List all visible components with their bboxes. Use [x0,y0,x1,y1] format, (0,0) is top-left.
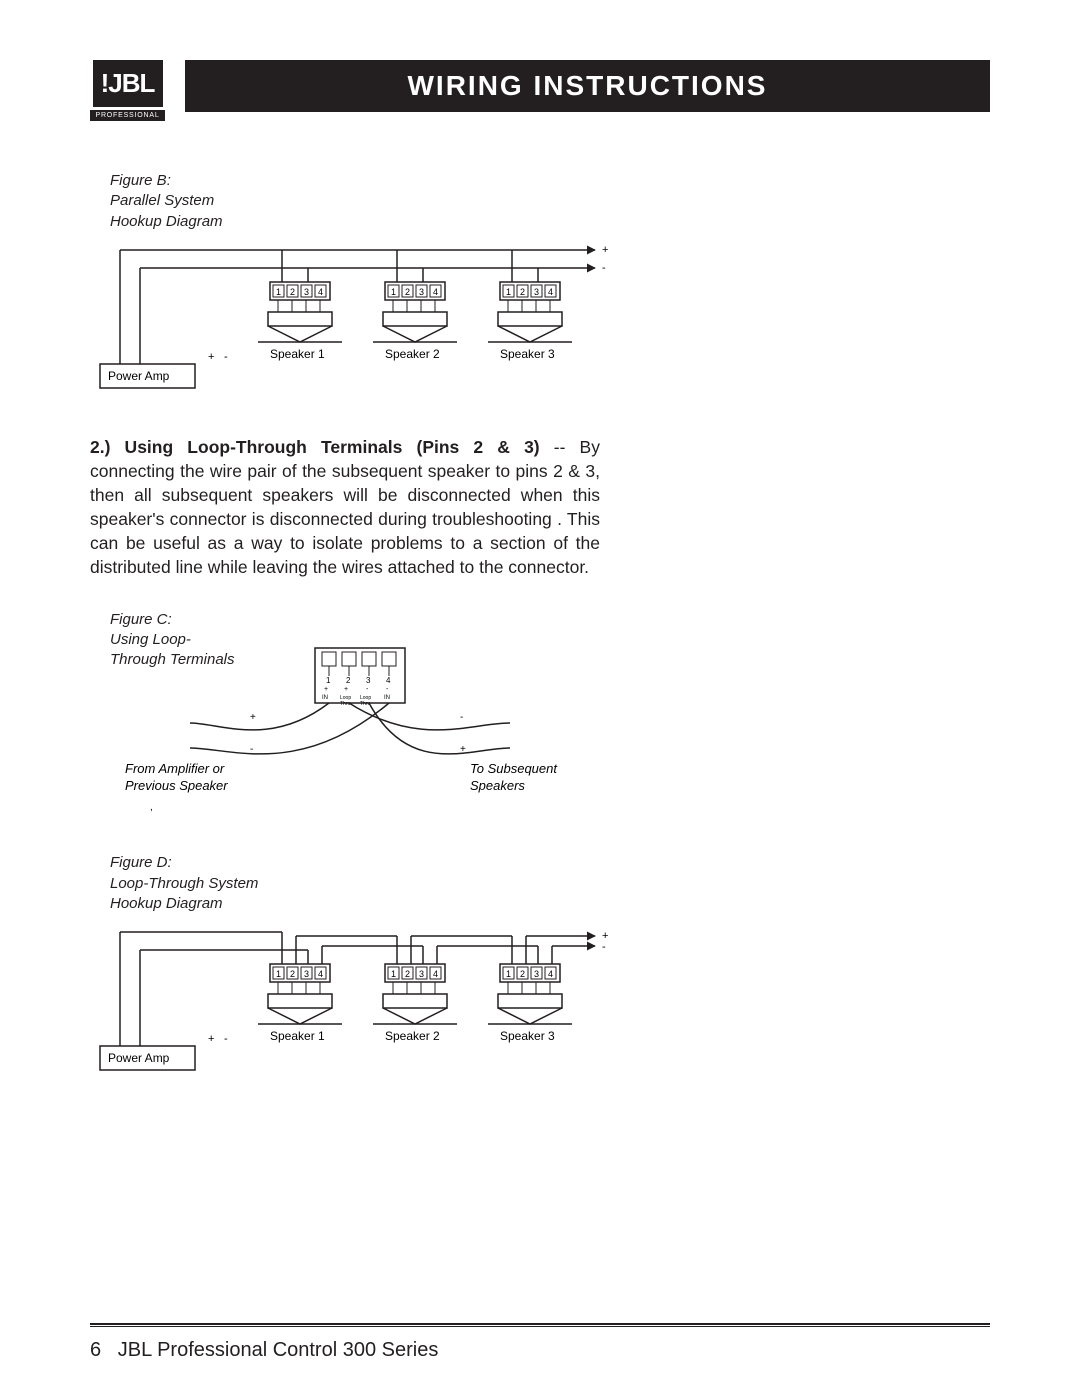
logo-brand: !JBL [93,60,163,107]
section-2-lead: 2.) Using Loop-Through Terminals (Pins 2… [90,437,540,457]
svg-text:To Subsequent: To Subsequent [470,761,558,776]
section-2-text: 2.) Using Loop-Through Terminals (Pins 2… [90,435,600,580]
rail-minus: - [602,262,606,274]
header: !JBL PROFESSIONAL WIRING INSTRUCTIONS [90,60,990,121]
svg-text:-: - [250,744,253,755]
figure-d-caption: Figure D: Loop-Through System Hookup Dia… [110,853,990,914]
svg-text:,: , [150,802,153,813]
svg-text:IN: IN [384,695,390,701]
svg-text:2: 2 [520,287,525,297]
svg-text:+: + [208,1033,214,1045]
svg-text:3: 3 [419,969,424,979]
svg-text:1: 1 [506,969,511,979]
amp-minus: - [224,351,228,363]
svg-text:4: 4 [433,287,438,297]
footer-rule [90,1323,990,1327]
svg-text:2: 2 [405,287,410,297]
figure-d-caption-l2: Loop-Through System [110,875,258,892]
svg-text:-: - [386,686,389,693]
svg-text:+: + [324,686,328,693]
svg-text:3: 3 [419,287,424,297]
svg-text:Power Amp: Power Amp [108,1051,170,1065]
amp-plus: + [208,351,214,363]
amp-label: Power Amp [108,369,170,383]
figure-d-caption-l1: Figure D: [110,854,172,871]
svg-text:Speaker 2: Speaker 2 [385,347,440,361]
svg-text:3: 3 [304,287,309,297]
svg-text:Speaker 3: Speaker 3 [500,1029,555,1043]
svg-text:+: + [250,712,256,723]
svg-text:Speaker 1: Speaker 1 [270,347,325,361]
svg-text:3: 3 [534,969,539,979]
svg-text:4: 4 [433,969,438,979]
figure-c-caption-l1: Figure C: [110,611,172,628]
svg-text:-: - [460,712,463,723]
svg-text:Previous Speaker: Previous Speaker [125,778,228,793]
figure-b-caption-l3: Hookup Diagram [110,213,223,230]
svg-text:1: 1 [326,676,331,685]
svg-text:2: 2 [520,969,525,979]
figure-b-diagram: + - Power Amp + - 1 2 3 [90,240,990,405]
svg-text:-: - [366,686,369,693]
svg-text:3: 3 [366,676,371,685]
svg-text:3: 3 [534,287,539,297]
svg-text:Thru: Thru [340,701,351,707]
svg-text:-: - [224,1033,228,1045]
svg-text:2: 2 [346,676,351,685]
svg-text:4: 4 [548,287,553,297]
svg-text:1: 1 [391,969,396,979]
svg-text:4: 4 [548,969,553,979]
logo-sub: PROFESSIONAL [90,110,165,121]
speaker-group: 1 2 3 4 Speaker 1 1 2 [258,250,572,361]
svg-text:1: 1 [506,287,511,297]
svg-text:Speaker 3: Speaker 3 [500,347,555,361]
svg-text:2: 2 [405,969,410,979]
svg-text:1: 1 [391,287,396,297]
svg-text:+: + [460,744,466,755]
svg-text:Speaker 1: Speaker 1 [270,1029,325,1043]
page-number: 6 [90,1339,101,1361]
footer-title: JBL Professional Control 300 Series [118,1339,439,1361]
svg-text:2: 2 [290,287,295,297]
svg-text:+: + [344,686,348,693]
logo: !JBL PROFESSIONAL [90,60,165,121]
figure-b-caption: Figure B: Parallel System Hookup Diagram [110,171,990,232]
page-title: WIRING INSTRUCTIONS [185,60,990,112]
section-2-rest: -- By connecting the wire pair of the su… [90,437,600,578]
svg-text:IN: IN [322,695,328,701]
svg-text:4: 4 [318,969,323,979]
figure-b-caption-l2: Parallel System [110,192,214,209]
svg-text:Speakers: Speakers [470,778,525,793]
svg-text:2: 2 [290,969,295,979]
svg-text:4: 4 [318,287,323,297]
svg-text:Speaker 2: Speaker 2 [385,1029,440,1043]
figure-d-diagram: + - Power Amp +- 1 2 3 [90,922,990,1087]
svg-text:1: 1 [276,287,281,297]
svg-text:3: 3 [304,969,309,979]
footer-text: 6 JBL Professional Control 300 Series [90,1339,438,1362]
figure-c-diagram: 12 34 ++ -- IN LoopThru LoopThru IN +- -… [90,628,990,823]
svg-text:1: 1 [276,969,281,979]
svg-text:From Amplifier or: From Amplifier or [125,761,225,776]
svg-text:-: - [602,941,606,953]
rail-plus: + [602,244,608,256]
figure-d-caption-l3: Hookup Diagram [110,895,223,912]
svg-text:4: 4 [386,676,391,685]
figure-b-caption-l1: Figure B: [110,172,171,189]
